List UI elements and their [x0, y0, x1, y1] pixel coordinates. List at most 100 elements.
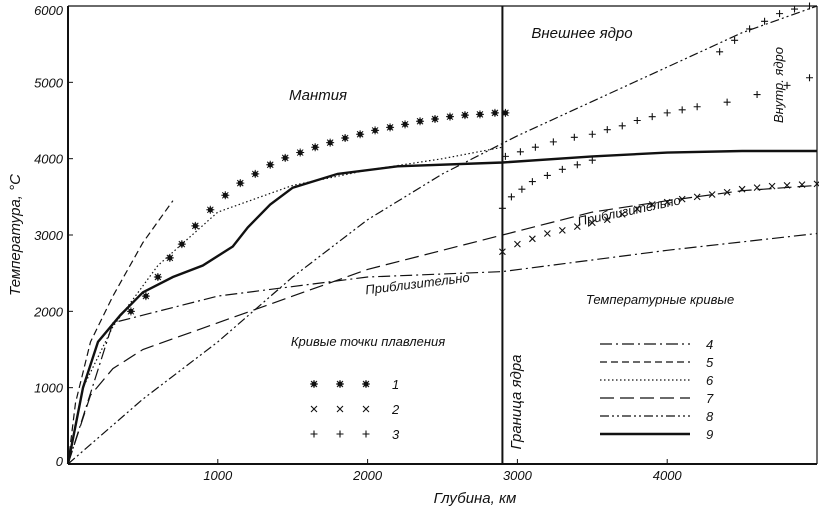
melting-point-3 — [588, 156, 596, 164]
legend-marker-2 — [362, 405, 370, 413]
melting-point-2 — [708, 191, 716, 198]
melting-point-2 — [693, 193, 701, 201]
temperature-legend-label: 8 — [706, 409, 714, 424]
melting-point-1 — [126, 307, 135, 316]
legend-marker-1 — [310, 380, 318, 388]
melting-point-2 — [499, 248, 506, 256]
legend-marker-1 — [362, 380, 370, 388]
approx-label-lower: Приблизительно — [364, 270, 470, 298]
melting-point-2 — [618, 211, 626, 218]
melting-point-3 — [549, 138, 557, 146]
plot-frame — [67, 5, 818, 465]
melting-point-1 — [326, 138, 335, 147]
melting-point-3 — [501, 152, 509, 160]
melting-point-3 — [716, 48, 724, 56]
melting-point-3 — [746, 25, 754, 33]
temperature-legend-label: 6 — [706, 373, 714, 388]
melting-point-3 — [678, 106, 686, 114]
melting-point-2 — [783, 181, 791, 189]
melting-point-1 — [206, 205, 215, 214]
melting-point-1 — [431, 114, 440, 123]
melting-curves — [126, 2, 819, 316]
melting-point-1 — [356, 130, 365, 139]
melting-point-3 — [618, 122, 626, 130]
melting-point-3 — [531, 143, 539, 151]
melting-point-1 — [490, 108, 499, 117]
y-tick-label-zero: 0 — [56, 454, 64, 469]
temperature-curve-7 — [67, 184, 818, 465]
x-ticks: 1000 2000 3000 4000 — [203, 459, 682, 483]
melting-point-2 — [588, 219, 596, 227]
y-tick-label: 5000 — [34, 75, 64, 90]
melting-point-3 — [573, 161, 581, 169]
melting-point-2 — [558, 227, 566, 234]
melting-point-3 — [776, 10, 784, 18]
melting-point-1 — [401, 120, 410, 129]
melting-point-3 — [516, 148, 524, 156]
melting-point-2 — [768, 182, 776, 190]
temperature-curve-6 — [67, 146, 503, 465]
melting-point-3 — [731, 36, 739, 44]
melting-point-1 — [311, 143, 320, 152]
melting-legend-label: 2 — [391, 402, 400, 417]
melting-point-1 — [191, 221, 200, 230]
core-boundary-label: Граница ядра — [508, 354, 525, 449]
temperature-legend-label: 7 — [706, 391, 714, 406]
melting-point-1 — [296, 148, 305, 157]
melting-point-2 — [543, 230, 551, 237]
melting-point-1 — [475, 110, 484, 119]
y-axis-title: Температура, °С — [7, 174, 24, 296]
melting-point-2 — [738, 185, 746, 193]
temperature-curve-9 — [66, 149, 817, 465]
melting-point-3 — [693, 103, 701, 111]
melting-point-3 — [518, 185, 526, 193]
melting-point-2 — [798, 181, 806, 189]
x-tick-label: 1000 — [203, 468, 233, 483]
melting-point-1 — [460, 111, 469, 120]
melting-point-1 — [236, 179, 245, 188]
melting-point-2 — [573, 223, 581, 230]
melting-point-2 — [663, 198, 671, 206]
temperature-curves — [66, 5, 818, 465]
melting-point-1 — [221, 191, 230, 200]
melting-point-1 — [371, 126, 380, 135]
melting-point-3 — [507, 193, 515, 201]
melting-point-3 — [570, 133, 578, 141]
melting-point-1 — [153, 272, 162, 281]
temperature-curve-8 — [67, 5, 818, 465]
melting-point-2 — [633, 205, 641, 213]
melting-point-1 — [266, 160, 275, 169]
temperature-curve-5 — [67, 200, 174, 465]
melting-point-1 — [386, 123, 395, 132]
melting-point-1 — [445, 112, 454, 121]
melting-point-1 — [251, 169, 260, 178]
melting-point-2 — [813, 180, 819, 188]
temperature-legend-label: 4 — [706, 337, 713, 352]
x-tick-label: 3000 — [503, 468, 533, 483]
legend-marker-3 — [362, 430, 370, 438]
melting-point-1 — [501, 108, 510, 117]
melting-point-2 — [528, 235, 536, 243]
temperature-legend: Температурные кривые 4 5 6 7 8 9 — [586, 292, 734, 442]
melting-legend-title: Кривые точки плавления — [291, 334, 445, 349]
melting-point-2 — [753, 184, 761, 192]
temperature-legend-label: 5 — [706, 355, 714, 370]
melting-point-2 — [648, 201, 656, 208]
melting-legend-label: 3 — [392, 427, 400, 442]
temperature-legend-label: 9 — [706, 427, 713, 442]
melting-point-3 — [588, 130, 596, 138]
melting-point-1 — [341, 134, 350, 143]
y-ticks: 1000 2000 3000 4000 5000 6000 0 — [33, 3, 73, 469]
melting-point-3 — [498, 204, 506, 212]
melting-point-2 — [603, 216, 611, 224]
mantle-label: Мантия — [289, 87, 347, 104]
melting-point-3 — [806, 2, 814, 10]
melting-legend-label: 1 — [392, 377, 399, 392]
melting-point-3 — [648, 113, 656, 121]
melting-point-1 — [177, 240, 186, 249]
melting-point-3 — [543, 171, 551, 179]
y-tick-label: 3000 — [34, 228, 64, 243]
y-tick-label: 1000 — [34, 381, 64, 396]
melting-point-3 — [761, 17, 769, 25]
